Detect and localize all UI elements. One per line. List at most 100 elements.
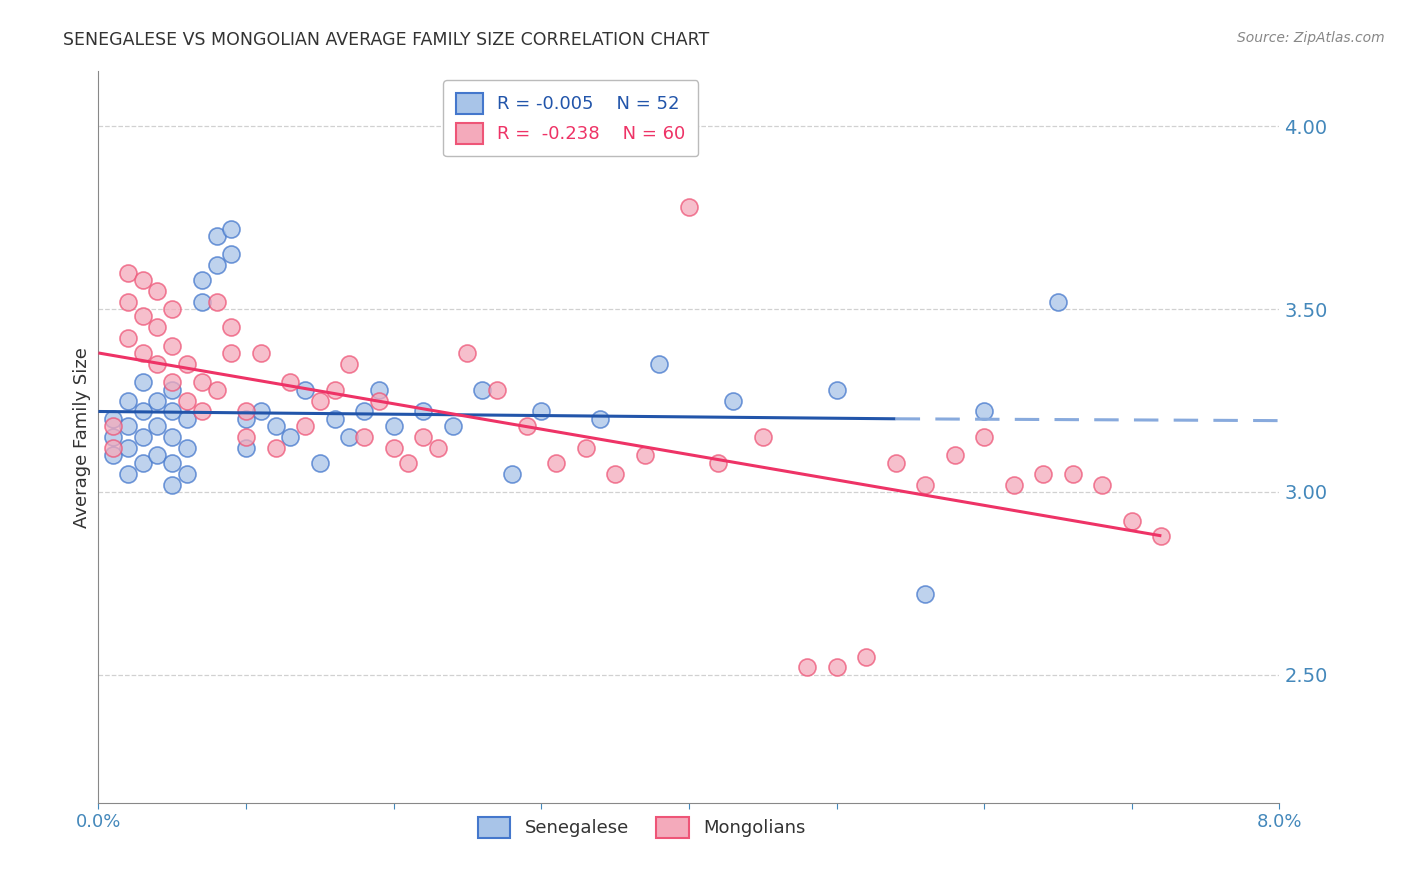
Point [235,404,257,418]
Point [132,310,155,324]
Point [103,430,125,444]
Point [678,200,700,214]
Point [103,441,125,455]
Point [707,456,730,470]
Point [191,273,214,287]
Point [205,228,228,243]
Point [250,346,273,360]
Point [412,430,434,444]
Point [132,404,155,418]
Point [117,467,139,481]
Point [205,294,228,309]
Point [884,456,907,470]
Point [471,383,494,397]
Point [1002,477,1025,491]
Point [1046,294,1070,309]
Point [221,247,243,261]
Point [103,419,125,434]
Point [648,357,671,371]
Point [353,430,375,444]
Point [117,419,139,434]
Point [825,383,848,397]
Point [294,419,316,434]
Point [752,430,775,444]
Legend: Senegalese, Mongolians: Senegalese, Mongolians [471,810,813,845]
Point [353,404,375,418]
Point [309,393,332,408]
Point [457,346,479,360]
Point [132,273,155,287]
Point [634,448,657,462]
Point [191,376,214,390]
Point [176,412,198,426]
Point [146,448,169,462]
Point [339,430,361,444]
Point [117,266,139,280]
Point [398,456,420,470]
Point [176,357,198,371]
Point [250,404,273,418]
Point [117,331,139,345]
Point [117,294,139,309]
Point [162,404,183,418]
Point [162,477,183,491]
Point [264,441,287,455]
Point [723,393,745,408]
Point [427,441,450,455]
Point [221,221,243,235]
Point [280,430,302,444]
Point [368,393,391,408]
Point [146,393,169,408]
Point [176,393,198,408]
Point [264,419,287,434]
Point [205,258,228,272]
Point [117,441,139,455]
Point [235,412,257,426]
Point [235,430,257,444]
Point [516,419,538,434]
Point [1032,467,1054,481]
Point [589,412,612,426]
Point [943,448,966,462]
Point [176,467,198,481]
Point [191,404,214,418]
Point [221,320,243,334]
Point [162,339,183,353]
Point [294,383,316,397]
Text: Source: ZipAtlas.com: Source: ZipAtlas.com [1237,31,1385,45]
Point [501,467,523,481]
Point [575,441,598,455]
Point [339,357,361,371]
Point [205,383,228,397]
Point [855,649,877,664]
Point [914,477,936,491]
Y-axis label: Average Family Size: Average Family Size [73,347,91,527]
Point [309,456,332,470]
Point [486,383,509,397]
Point [117,393,139,408]
Point [973,404,995,418]
Point [412,404,434,418]
Point [1062,467,1084,481]
Point [146,284,169,298]
Point [546,456,568,470]
Point [132,346,155,360]
Point [146,419,169,434]
Point [796,660,818,674]
Point [103,448,125,462]
Point [132,456,155,470]
Point [162,376,183,390]
Text: SENEGALESE VS MONGOLIAN AVERAGE FAMILY SIZE CORRELATION CHART: SENEGALESE VS MONGOLIAN AVERAGE FAMILY S… [63,31,710,49]
Point [176,441,198,455]
Point [323,412,346,426]
Point [914,587,936,601]
Point [132,376,155,390]
Point [146,320,169,334]
Point [1121,514,1143,528]
Point [323,383,346,397]
Point [235,441,257,455]
Point [1150,529,1173,543]
Point [132,430,155,444]
Point [221,346,243,360]
Point [162,456,183,470]
